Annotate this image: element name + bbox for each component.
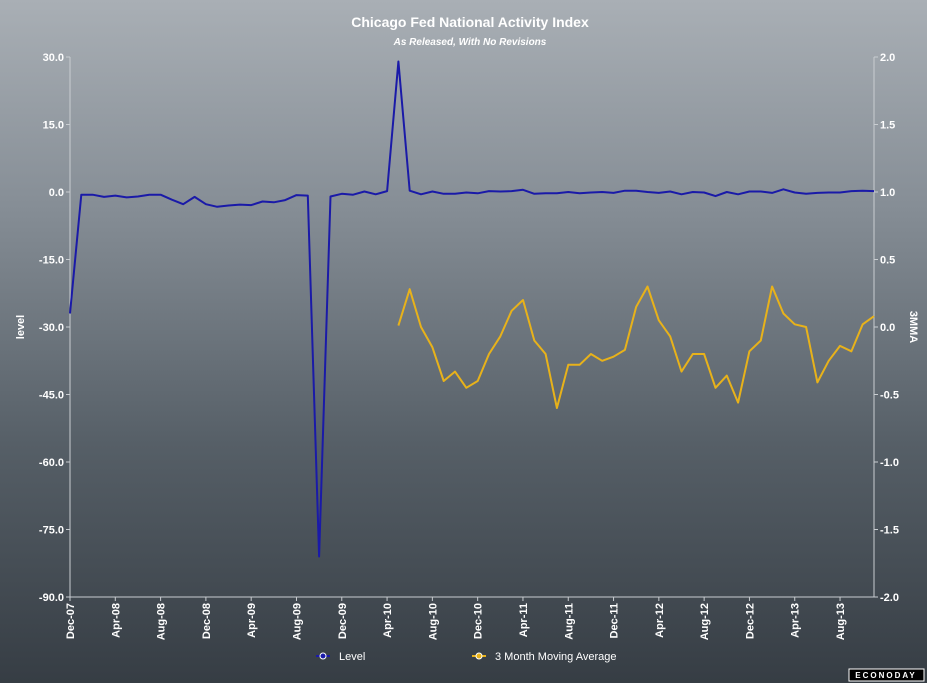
x-tick-label: Apr-13 <box>790 603 802 638</box>
econoday-logo: ECONODAY <box>848 668 925 682</box>
y-right-tick-label: -1.0 <box>880 457 899 469</box>
x-tick-label: Aug-11 <box>563 603 575 640</box>
series-line-3mma <box>397 285 875 409</box>
y-left-tick-label: -15.0 <box>39 255 64 267</box>
y-left-tick-label: -30.0 <box>39 322 64 334</box>
legend-label-level: Level <box>339 651 365 663</box>
chart-subtitle: As Released, With No Revisions <box>393 37 547 48</box>
x-tick-label: Aug-13 <box>835 603 847 640</box>
axes <box>69 57 875 598</box>
y-right-tick-label: 2.0 <box>880 52 895 64</box>
x-tick-label: Dec-07 <box>65 603 77 639</box>
x-tick-label: Dec-12 <box>744 603 756 639</box>
x-tick-label: Apr-11 <box>518 603 530 637</box>
x-tick-label: Aug-10 <box>427 603 439 640</box>
svg-text:ECONODAY: ECONODAY <box>855 671 917 680</box>
legend-marker-3mma <box>475 652 483 660</box>
y-axis-left-title: level <box>15 315 27 339</box>
y-right-tick-label: 0.5 <box>880 255 895 267</box>
y-left-tick-label: -90.0 <box>39 592 64 604</box>
y-left-tick-label: -75.0 <box>39 525 64 537</box>
x-tick-label: Dec-08 <box>201 603 213 639</box>
x-tick-label: Dec-09 <box>337 603 349 639</box>
legend-label-3mma: 3 Month Moving Average <box>495 651 616 663</box>
legend: Level 3 Month Moving Average <box>316 651 616 663</box>
x-tick-label: Apr-08 <box>110 603 122 638</box>
y-axis-right-title: 3MMA <box>907 311 919 343</box>
x-tick-label: Dec-10 <box>473 603 485 639</box>
legend-item-level[interactable]: Level <box>316 651 365 663</box>
x-tick-label: Apr-10 <box>382 603 394 638</box>
x-tick-label: Aug-08 <box>156 603 168 640</box>
x-tick-label: Dec-11 <box>609 603 621 638</box>
y-left-tick-label: 15.0 <box>43 120 64 132</box>
legend-item-3mma[interactable]: 3 Month Moving Average <box>472 651 616 663</box>
y-right-tick-label: -1.5 <box>880 525 899 537</box>
legend-marker-level <box>319 652 327 660</box>
y-right-tick-label: -0.5 <box>880 390 899 402</box>
tick-labels: 30.0 15.0 0.0 -15.0 -30.0 -45.0 -60.0 -75.0 -90.… <box>39 52 899 640</box>
y-left-tick-label: 30.0 <box>43 52 64 64</box>
y-left-tick-label: -45.0 <box>39 390 64 402</box>
y-left-tick-label: 0.0 <box>49 187 64 199</box>
y-right-tick-label: 1.5 <box>880 120 895 132</box>
x-tick-label: Apr-12 <box>654 603 666 638</box>
x-tick-label: Aug-12 <box>699 603 711 640</box>
series-line-level <box>69 60 875 558</box>
chart-title: Chicago Fed National Activity Index <box>351 14 589 30</box>
y-right-tick-label: 0.0 <box>880 322 895 334</box>
x-tick-label: Apr-09 <box>246 603 258 638</box>
series-layer <box>69 60 875 558</box>
y-right-tick-label: 1.0 <box>880 187 895 199</box>
y-right-tick-label: -2.0 <box>880 592 899 604</box>
y-left-tick-label: -60.0 <box>39 457 64 469</box>
x-tick-label: Aug-09 <box>291 603 303 640</box>
